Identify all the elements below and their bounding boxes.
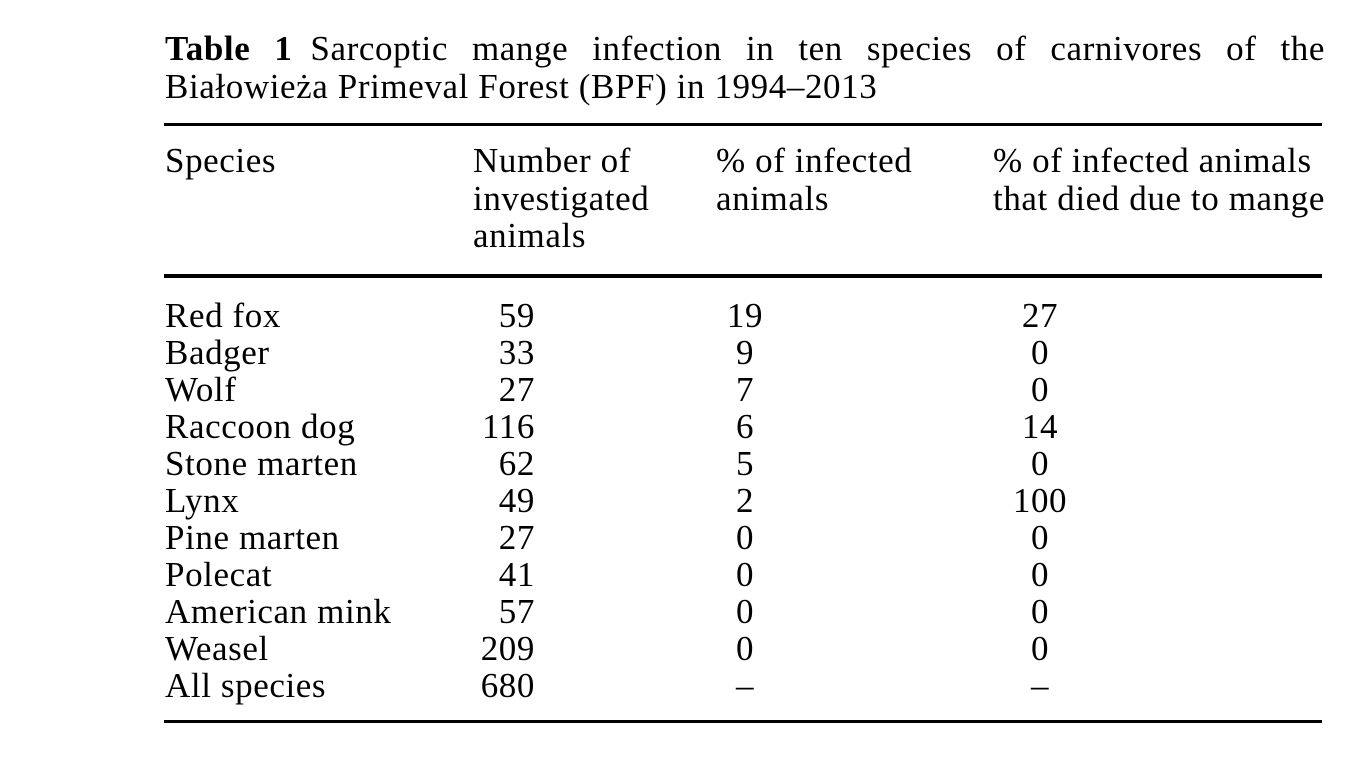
table-row: American mink 57 0 0: [0, 593, 1365, 630]
infected-percent-cell: 0: [735, 555, 755, 594]
table-row: Polecat 41 0 0: [0, 556, 1365, 593]
species-cell: Raccoon dog: [165, 407, 356, 446]
species-cell: Red fox: [165, 296, 281, 335]
species-cell: All species: [165, 666, 327, 705]
species-cell: Polecat: [165, 555, 273, 594]
number-cell: 27: [498, 518, 535, 557]
column-header-species: Species: [165, 141, 277, 180]
infected-percent-cell: 9: [735, 333, 755, 372]
number-cell: 209: [480, 629, 535, 668]
species-cell: Pine marten: [165, 518, 340, 557]
table-row: Red fox 59 19 27: [0, 297, 1365, 334]
table-row: Badger 33 9 0: [0, 334, 1365, 371]
number-cell: 62: [498, 444, 535, 483]
number-cell: 41: [498, 555, 535, 594]
table-body: Red fox 59 19 27 Badger 33 9 0 Wolf 27 7 0 Raccoon d…: [0, 297, 1365, 704]
infected-percent-cell: 19: [726, 296, 764, 335]
died-percent-cell: 0: [1030, 333, 1050, 372]
species-cell: American mink: [165, 592, 392, 631]
species-cell: Wolf: [165, 370, 237, 409]
species-cell: Lynx: [165, 481, 240, 520]
died-percent-cell: 27: [1021, 296, 1059, 335]
infected-percent-cell: 7: [735, 370, 755, 409]
died-percent-cell: 0: [1030, 444, 1050, 483]
died-percent-cell: 0: [1030, 555, 1050, 594]
died-percent-cell: 14: [1021, 407, 1059, 446]
table-row: Pine marten 27 0 0: [0, 519, 1365, 556]
infected-percent-cell: 6: [735, 407, 755, 446]
table-bottom-rule: [164, 720, 1322, 723]
species-cell: Stone marten: [165, 444, 358, 483]
species-cell: Weasel: [165, 629, 269, 668]
died-percent-cell: 0: [1030, 592, 1050, 631]
table-row: Weasel 209 0 0: [0, 630, 1365, 667]
infected-percent-cell: 2: [735, 481, 755, 520]
number-cell: 27: [498, 370, 535, 409]
number-cell: 680: [480, 666, 535, 705]
table-row: Raccoon dog 116 6 14: [0, 408, 1365, 445]
died-percent-cell: 0: [1030, 370, 1050, 409]
table-label: Table 1: [165, 29, 293, 68]
table-caption-text: Sarcoptic mange infection in ten species…: [165, 29, 1325, 106]
number-cell: 116: [481, 407, 535, 446]
died-percent-cell: 0: [1030, 518, 1050, 557]
infected-percent-cell: 0: [735, 518, 755, 557]
table-row: Lynx 49 2 100: [0, 482, 1365, 519]
infected-percent-cell: 0: [735, 592, 755, 631]
died-percent-cell: –: [1030, 666, 1050, 705]
table-header-rule: [164, 274, 1322, 278]
number-cell: 57: [498, 592, 535, 631]
species-cell: Badger: [165, 333, 270, 372]
number-cell: 49: [498, 481, 535, 520]
infected-percent-cell: 0: [735, 629, 755, 668]
column-header-died: % of infected animals that died due to m…: [993, 141, 1325, 218]
infected-percent-cell: 5: [735, 444, 755, 483]
table-row: All species 680 – –: [0, 667, 1365, 704]
table-top-rule: [164, 123, 1322, 126]
infected-percent-cell: –: [735, 666, 755, 705]
column-header-infected: % of infected animals: [716, 141, 913, 218]
table-row: Wolf 27 7 0: [0, 371, 1365, 408]
died-percent-cell: 100: [1012, 481, 1068, 520]
number-cell: 59: [498, 296, 535, 335]
table-row: Stone marten 62 5 0: [0, 445, 1365, 482]
number-cell: 33: [498, 333, 535, 372]
column-header-number: Number of investigated animals: [473, 141, 650, 255]
died-percent-cell: 0: [1030, 629, 1050, 668]
table-caption: Table 1 Sarcoptic mange infection in ten …: [165, 30, 1325, 106]
